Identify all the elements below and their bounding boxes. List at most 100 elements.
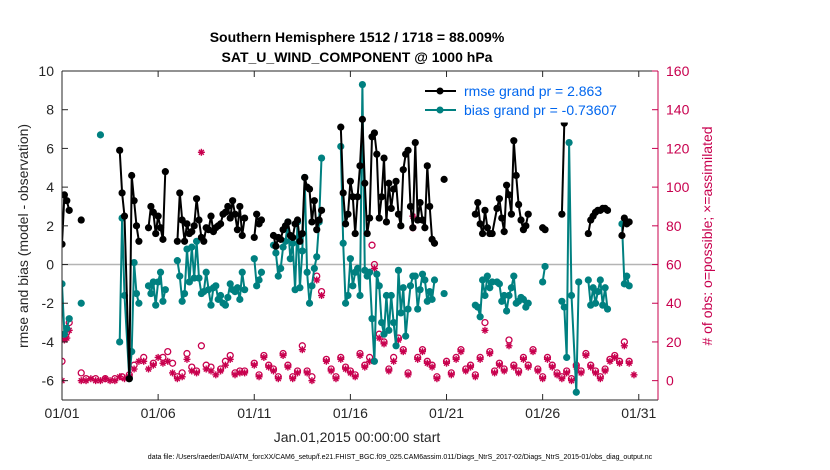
bias-point (560, 303, 568, 311)
bias-point (483, 272, 491, 280)
rmse-point (125, 375, 133, 383)
obs-assimilated-point (212, 371, 220, 379)
bias-point (238, 268, 246, 276)
obs-assimilated-stroke (424, 360, 431, 367)
obs-assimilated-point (471, 373, 479, 381)
obs-assimilated-stroke (198, 149, 205, 156)
bias-point (317, 154, 326, 162)
y-tick-label-right: 80 (666, 218, 682, 234)
rmse-point (308, 218, 316, 226)
obs-assimilated-point (361, 363, 369, 371)
obs-assimilated-stroke (472, 373, 479, 380)
rmse-point (430, 239, 439, 247)
obs-assimilated-stroke (265, 364, 272, 371)
bias-point (65, 315, 73, 323)
bias-point (387, 291, 395, 300)
rmse-point (411, 139, 419, 147)
obs-assimilated-point (606, 357, 614, 365)
rmse-point (505, 191, 513, 199)
bias-point (173, 257, 181, 265)
obs-assimilated-stroke (477, 356, 484, 363)
obs-assimilated-stroke (578, 369, 585, 376)
y-tick-label: -2 (42, 295, 55, 311)
obs-assimilated-stroke (597, 375, 604, 382)
obs-possible-point (481, 318, 489, 327)
rmse-point (301, 173, 309, 182)
obs-assimilated-stroke (563, 369, 570, 376)
bias-point (308, 282, 316, 290)
y-tick-label-right: 160 (666, 63, 690, 79)
bias-point (603, 305, 612, 313)
obs-assimilated-stroke (284, 364, 291, 371)
obs-assimilated-stroke (304, 369, 311, 376)
rmse-point (495, 195, 503, 203)
obs-assimilated-point (452, 355, 460, 363)
obs-assimilated-stroke (467, 364, 474, 371)
obs-assimilated-stroke (111, 377, 118, 384)
rmse-point (238, 231, 246, 240)
bias-point (481, 291, 489, 300)
bias-point (224, 293, 232, 302)
rmse-point (116, 146, 124, 154)
obs-assimilated-point (414, 355, 422, 363)
y-tick-label: 0 (46, 257, 54, 273)
rmse-point (390, 185, 398, 193)
rmse-point (358, 115, 367, 123)
bias-point (507, 284, 516, 292)
rmse-point (161, 168, 169, 176)
obs-assimilated-point (390, 357, 398, 365)
y-tick-label: -4 (42, 334, 55, 350)
obs-assimilated-stroke (506, 342, 512, 349)
data-layer (62, 80, 638, 396)
obs-assimilated-point (476, 355, 484, 363)
obs-assimilated-point (428, 363, 436, 371)
rmse-point (426, 202, 434, 211)
rmse-point (135, 237, 143, 245)
obs-assimilated-point (303, 369, 311, 377)
rmse-point (517, 216, 525, 224)
bias-point (406, 282, 415, 290)
obs-assimilated-point (486, 350, 494, 358)
obs-assimilated-stroke (443, 360, 450, 367)
rmse-point (481, 206, 489, 214)
rmse-point (440, 175, 448, 183)
obs-assimilated-stroke (611, 354, 618, 361)
obs-assimilated-point (625, 359, 633, 367)
rmse-point (221, 208, 230, 216)
rmse-point (229, 197, 237, 205)
rmse-point (241, 214, 249, 222)
y-tick-label: -6 (42, 373, 55, 389)
rmse-point (385, 179, 393, 187)
rmse-point (296, 237, 304, 245)
obs-assimilated-point (596, 375, 604, 383)
bias-point (563, 353, 571, 362)
bias-point (344, 291, 352, 300)
obs-assimilated-point (481, 326, 489, 334)
bias-point (156, 268, 165, 276)
bias-point (226, 280, 234, 288)
rmse-point (341, 220, 350, 228)
bias-point (380, 330, 388, 338)
obs-assimilated-stroke (385, 368, 392, 374)
chart-title: Southern Hemisphere 1512 / 1718 = 88.009… (210, 29, 505, 45)
rmse-point (147, 202, 155, 211)
obs-assimilated-point (404, 371, 412, 379)
bias-point (195, 274, 203, 282)
bias-point (176, 272, 184, 280)
rmse-point (380, 154, 388, 162)
bias-point (277, 264, 285, 272)
obs-assimilated-stroke (376, 335, 383, 342)
bias-point (539, 278, 547, 286)
rmse-point (363, 229, 371, 238)
rmse-point (392, 177, 400, 185)
rmse-point (310, 197, 318, 205)
bias-point (152, 301, 160, 309)
y-tick-label-right: 140 (666, 102, 690, 118)
rmse-point (120, 212, 129, 220)
obs-assimilated-point (447, 371, 455, 379)
obs-assimilated-stroke (107, 377, 114, 384)
bias-point (358, 80, 367, 89)
obs-assimilated-stroke (131, 366, 138, 372)
rmse-point (409, 224, 417, 232)
